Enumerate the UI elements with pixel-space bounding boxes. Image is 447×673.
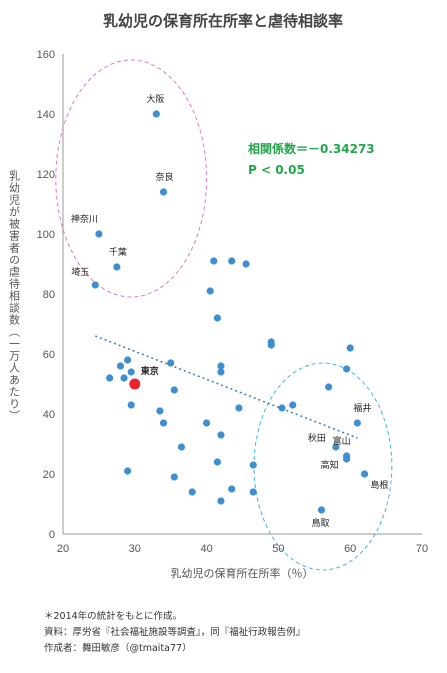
- point-label: 福井: [353, 402, 371, 414]
- highlight-point: [129, 378, 141, 390]
- point-label: 秋田: [308, 432, 326, 444]
- data-point: [159, 419, 168, 427]
- data-point: [167, 359, 175, 367]
- point-label: 大阪: [146, 93, 164, 105]
- y-axis-label: 乳幼児が被害者の虐待相談数（一万人あたり）: [8, 170, 21, 422]
- data-point: [228, 257, 236, 265]
- data-point: [206, 287, 214, 295]
- data-point: [95, 230, 103, 238]
- y-tick-label: 120: [37, 169, 55, 181]
- data-point: [332, 443, 340, 451]
- x-tick-label: 40: [200, 543, 212, 555]
- data-point: [217, 368, 225, 376]
- note-line: 作成者：舞田敏彦（@tmaita77）: [44, 643, 192, 654]
- data-points: [91, 110, 369, 514]
- data-point: [360, 470, 369, 478]
- trend-line: [95, 335, 358, 439]
- y-tick-label: 20: [43, 469, 55, 481]
- data-point: [343, 455, 351, 463]
- data-point: [127, 368, 135, 376]
- data-point: [120, 374, 128, 382]
- y-tick-label: 40: [43, 409, 55, 421]
- note-line: 資料：厚労省『社会福祉施設等調査』，同『福祉行政報告例』: [44, 627, 306, 638]
- correlation-annotation: 相関係数＝－0.34273: [248, 141, 375, 156]
- note-line: ＊2014年の統計をもとに作成。: [44, 611, 182, 622]
- p-value-annotation: P < 0.05: [248, 163, 305, 177]
- data-point: [235, 404, 243, 412]
- data-point: [346, 344, 354, 352]
- y-tick-label: 60: [43, 349, 55, 361]
- y-tick-label: 0: [49, 529, 55, 541]
- data-point: [156, 407, 164, 415]
- data-point: [343, 365, 351, 373]
- group-ellipse: [55, 59, 208, 298]
- data-point: [127, 401, 135, 409]
- point-label: 埼玉: [71, 266, 89, 278]
- y-tick-label: 140: [37, 109, 55, 121]
- data-point: [91, 281, 99, 289]
- data-point: [113, 263, 121, 271]
- data-point: [217, 362, 225, 370]
- data-point: [116, 362, 125, 370]
- highlight-ellipses: [55, 59, 393, 571]
- data-point: [325, 383, 333, 391]
- point-label: 神奈川: [71, 213, 98, 225]
- x-tick-label: 50: [272, 543, 284, 555]
- data-point: [267, 341, 275, 349]
- data-point: [124, 356, 132, 364]
- y-tick-label: 100: [37, 229, 55, 241]
- data-point: [213, 314, 221, 322]
- data-point: [278, 404, 286, 412]
- chart-title: 乳幼児の保育所在所率と虐待相談率: [103, 12, 343, 30]
- highlight-label: 東京: [141, 365, 159, 377]
- data-point: [159, 188, 168, 196]
- data-point: [249, 461, 257, 469]
- data-point: [217, 431, 225, 439]
- point-label: 鳥取: [311, 517, 329, 529]
- data-point: [228, 485, 236, 493]
- data-point: [152, 110, 160, 118]
- data-point: [242, 260, 250, 268]
- data-point: [217, 497, 225, 505]
- notes: ＊2014年の統計をもとに作成。 資料：厚労省『社会福祉施設等調査』，同『福祉行…: [44, 609, 305, 657]
- data-point: [170, 386, 178, 394]
- data-point: [177, 443, 186, 451]
- data-point: [213, 458, 221, 466]
- point-label: 富山: [333, 435, 351, 447]
- data-point: [170, 473, 178, 481]
- data-point: [289, 401, 297, 409]
- x-tick-label: 70: [416, 543, 428, 555]
- data-point: [353, 419, 361, 427]
- x-tick-label: 60: [344, 543, 356, 555]
- data-point: [124, 467, 132, 475]
- data-point: [249, 488, 257, 496]
- data-point: [210, 257, 218, 265]
- x-tick-label: 30: [129, 543, 141, 555]
- data-point: [317, 506, 326, 514]
- data-point: [106, 374, 114, 382]
- x-tick-label: 20: [57, 543, 69, 555]
- point-label: 島根: [371, 479, 389, 491]
- point-label: 千葉: [109, 246, 127, 258]
- point-label: 奈良: [156, 171, 174, 183]
- data-point: [188, 488, 196, 496]
- y-tick-label: 80: [43, 289, 55, 301]
- data-point: [203, 419, 211, 427]
- point-label: 高知: [321, 459, 339, 471]
- x-axis-label: 乳幼児の保育所在所率（％）: [171, 566, 314, 580]
- y-tick-label: 160: [37, 49, 55, 61]
